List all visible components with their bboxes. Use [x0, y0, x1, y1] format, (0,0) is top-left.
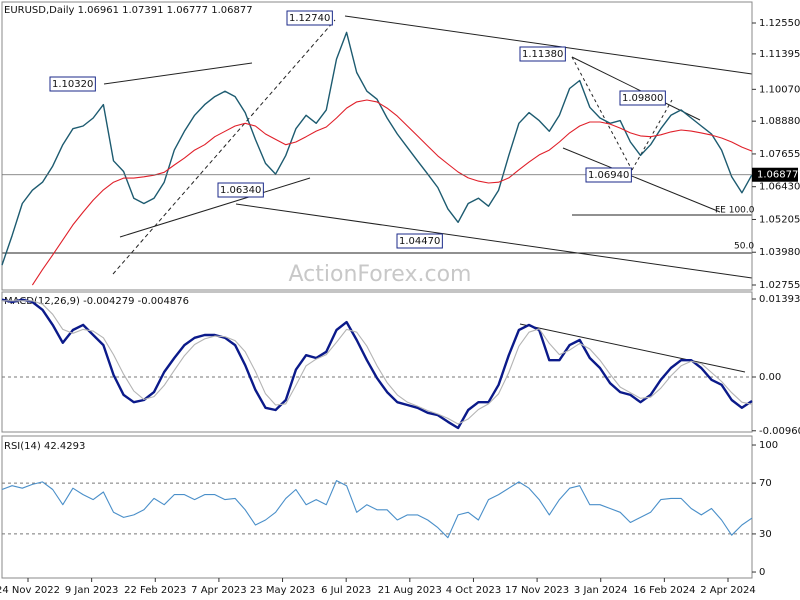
annotation-box: [619, 90, 666, 106]
trendline: [119, 177, 311, 238]
y-tick-label: 1.05205: [759, 214, 800, 225]
y-tick-label: 0.00: [759, 372, 781, 383]
watermark: ActionForex.com: [289, 262, 472, 287]
x-tick-label: 16 Feb 2024: [633, 585, 695, 596]
x-tick-label: 7 Apr 2023: [191, 585, 246, 596]
annotation: 50.0: [734, 242, 754, 252]
y-tick-label: 1.06430: [759, 182, 800, 193]
trendline: [631, 99, 673, 171]
y-tick-label: 0.01393: [759, 294, 800, 305]
annotation: 1.04470: [399, 236, 440, 247]
annotation: 1.06940: [588, 170, 629, 181]
y-tick-label: 70: [759, 478, 772, 489]
x-tick-label: 21 Aug 2023: [378, 585, 442, 596]
y-tick-label: 1.08880: [759, 116, 800, 127]
y-tick-label: 1.12550: [759, 18, 800, 29]
y-tick-label: 1.03980: [759, 247, 800, 258]
y-tick-label: 1.10070: [759, 84, 800, 95]
x-tick-label: 3 Jan 2024: [574, 585, 628, 596]
trendline: [112, 19, 336, 275]
series-line: [2, 300, 753, 425]
y-tick-label: 100: [759, 440, 778, 451]
y-tick-label: -0.009602: [759, 426, 800, 437]
trendline: [562, 147, 721, 213]
x-tick-label: 6 Jul 2023: [321, 585, 371, 596]
panel-title: EURUSD,Daily 1.06961 1.07391 1.06777 1.0…: [4, 5, 253, 16]
annotation-box: [49, 76, 96, 92]
x-tick-label: 2 Apr 2024: [700, 585, 755, 596]
panel-frame: [1, 291, 753, 433]
annotation: FE 100.0: [715, 206, 755, 216]
trendline: [571, 56, 701, 121]
y-tick-label: 30: [759, 529, 772, 540]
annotation: 1.11380: [522, 49, 563, 60]
x-tick-label: 17 Nov 2023: [505, 585, 569, 596]
trendline: [344, 15, 753, 75]
annotation-box: [217, 182, 264, 198]
panel-title: RSI(14) 42.4293: [4, 441, 85, 452]
annotation-box: [585, 167, 632, 183]
x-tick-label: 23 May 2023: [250, 585, 315, 596]
annotation-box: [396, 233, 443, 249]
series-line: [31, 99, 753, 286]
y-tick-label: 1.07655: [759, 149, 800, 160]
trendline: [103, 62, 253, 85]
annotation: 1.06340: [220, 185, 261, 196]
trendlines: [2, 15, 753, 373]
annotation-box: [519, 46, 566, 62]
series-line: [1, 480, 753, 539]
series-line: [1, 298, 753, 430]
x-tick-label: 9 Jan 2023: [65, 585, 119, 596]
y-tick-label: 1.11395: [759, 49, 800, 60]
last-price-label: 1.06877: [757, 170, 798, 181]
y-tick-label: 1.02755: [759, 280, 800, 291]
x-tick-label: 24 Nov 2022: [0, 585, 60, 596]
panel-frame: [1, 1, 753, 291]
annotation: 1.12740: [289, 13, 330, 24]
annotation: 1.10320: [52, 79, 93, 90]
macd-trendline: [519, 323, 746, 373]
x-tick-label: 4 Oct 2023: [446, 585, 501, 596]
annotation-box: [286, 10, 333, 26]
series-line: [1, 31, 753, 266]
panel-title: MACD(12,26,9) -0.004279 -0.004876: [4, 296, 189, 307]
x-tick-label: 22 Feb 2023: [124, 585, 186, 596]
annotation: 1.09800: [622, 93, 663, 104]
y-tick-label: 0: [759, 567, 765, 578]
trendline: [235, 203, 753, 279]
panel-frame: [1, 435, 753, 579]
last-price-box: [752, 167, 798, 182]
